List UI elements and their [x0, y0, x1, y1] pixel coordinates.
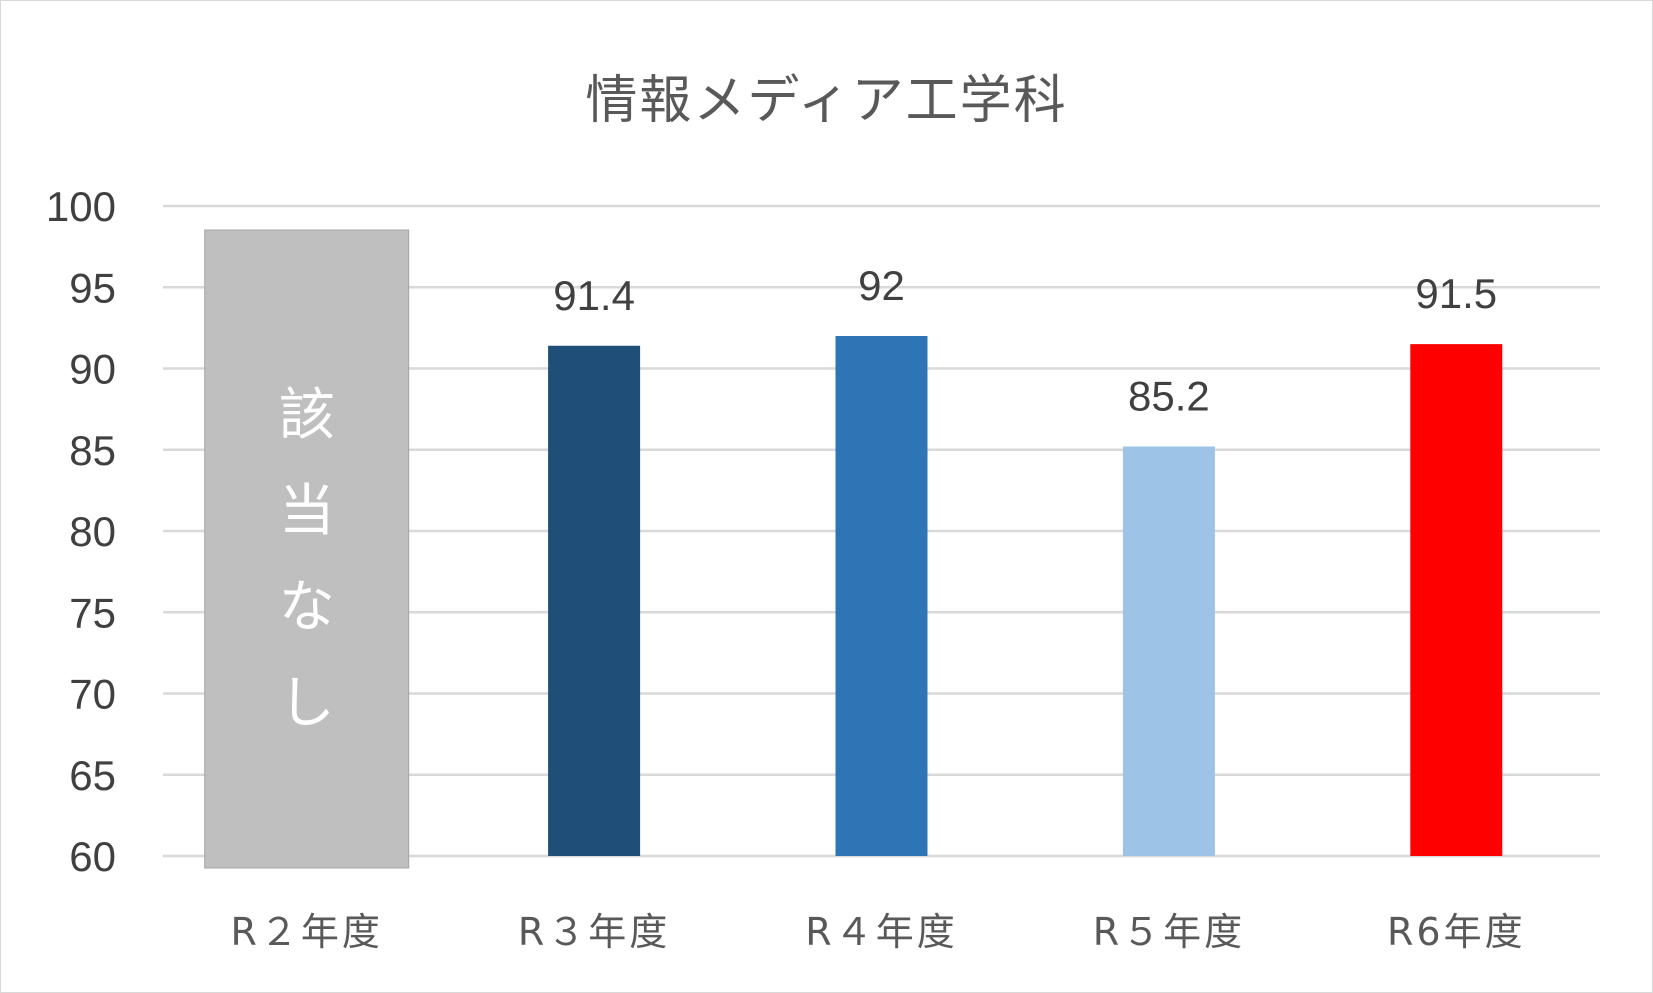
x-category-label: R４年度: [805, 910, 957, 954]
x-category-label: R５年度: [1093, 910, 1245, 954]
not-applicable-label-char: し: [279, 671, 335, 736]
y-tick-label: 85: [69, 427, 116, 474]
bar-4: [1410, 344, 1503, 856]
data-label: 91.4: [553, 272, 635, 319]
bar-1: [548, 345, 641, 856]
x-axis-category-labels: R２年度 R３年度 R４年度 R５年度 R6年度: [230, 910, 1526, 954]
not-applicable-bar: [204, 229, 410, 869]
y-tick-label: 90: [69, 346, 116, 393]
y-tick-label: 80: [69, 508, 116, 555]
not-applicable-label-char: な: [279, 575, 335, 640]
y-tick-label: 60: [69, 833, 116, 880]
bar-2: [835, 336, 928, 856]
not-applicable-label-char: 当: [279, 479, 335, 544]
bar-3: [1122, 446, 1215, 856]
data-label: 91.5: [1415, 270, 1497, 317]
data-label: 85.2: [1128, 373, 1210, 420]
chart-title: 情報メディア工学科: [585, 71, 1068, 131]
y-tick-label: 95: [69, 264, 116, 311]
x-category-label: R３年度: [518, 910, 670, 954]
y-tick-label: 75: [69, 589, 116, 636]
x-category-label: R２年度: [230, 910, 382, 954]
y-tick-label: 70: [69, 671, 116, 718]
y-tick-label: 65: [69, 752, 116, 799]
not-applicable-label-char: 該: [279, 383, 335, 448]
y-tick-label: 100: [46, 183, 116, 230]
data-label: 92: [858, 262, 905, 309]
x-category-label: R6年度: [1387, 910, 1526, 954]
bars: [204, 229, 1503, 869]
y-axis-tick-labels: 60 65 70 75 80 85 90 95 100: [46, 183, 116, 880]
